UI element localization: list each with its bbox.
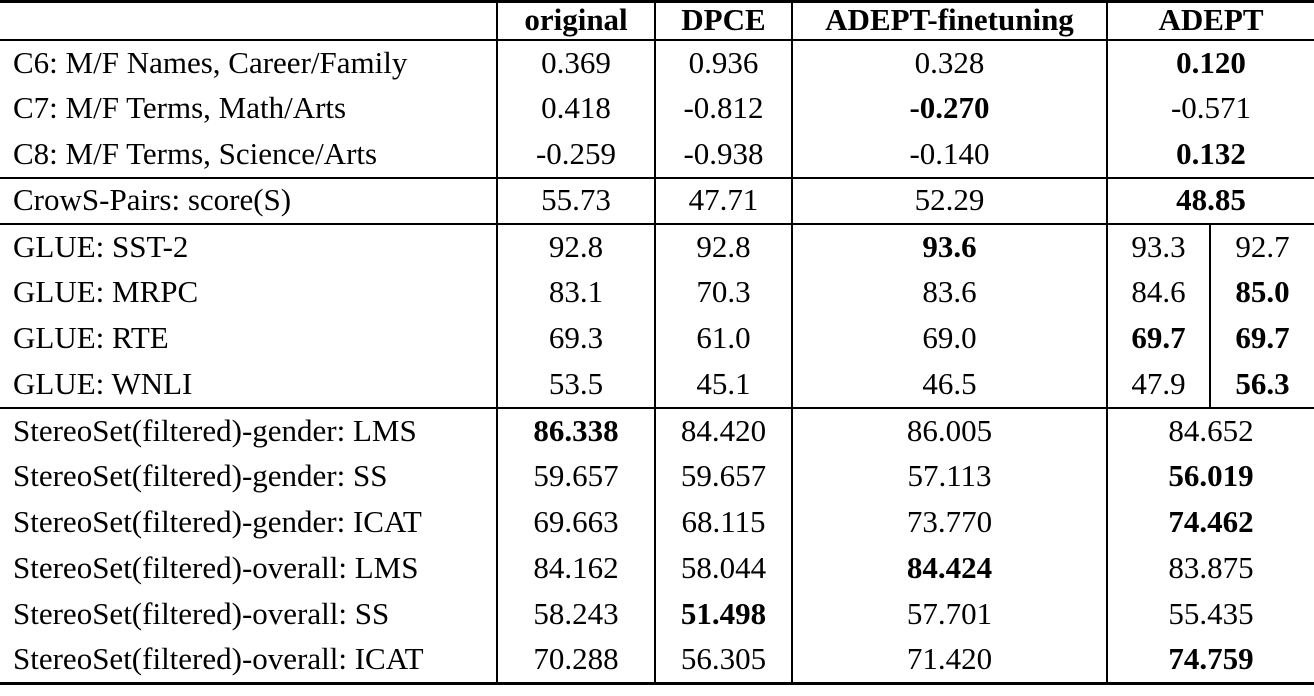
value-cell: 55.73 [497,177,656,225]
header-col-adept-finetuning: ADEPT-finetuning [792,1,1108,41]
value-cell: 93.6 [792,223,1108,270]
table-row: GLUE: MRPC 83.1 70.3 83.6 84.6 85.0 [0,269,1314,316]
row-label: StereoSet(filtered)-overall: SS [0,591,498,638]
value-cell: 70.3 [655,269,793,316]
table-row: C6: M/F Names, Career/Family 0.369 0.936 0.… [0,39,1314,86]
value-cell: 84.420 [655,407,793,454]
value-cell: 56.305 [655,637,793,684]
row-label: C7: M/F Terms, Math/Arts [0,85,498,132]
value-cell: 0.120 [1176,44,1246,80]
row-label: GLUE: SST-2 [0,223,498,270]
value-cell: 48.85 [1107,177,1314,225]
table-row: GLUE: WNLI 53.5 45.1 46.5 47.9 56.3 [0,361,1314,409]
value-cell: 59.657 [497,453,656,500]
table-row: CrowS-Pairs: score(S) 55.73 47.71 52.29 48.8… [0,177,1314,225]
value-cell: 0.369 [497,39,656,86]
value-cell: 92.7 [1235,228,1290,264]
value-cell: 59.657 [655,453,793,500]
value-cell: -0.140 [792,131,1108,179]
row-label: StereoSet(filtered)-overall: ICAT [0,637,498,684]
value-cell: -0.938 [655,131,793,179]
value-cell: 69.3 [497,315,656,362]
value-cell: 58.044 [655,545,793,592]
value-cell: 45.1 [655,361,793,409]
row-label: StereoSet(filtered)-gender: SS [0,453,498,500]
table-row: StereoSet(filtered)-overall: LMS 84.162 58… [0,545,1314,592]
header-col-dpce: DPCE [655,1,793,41]
value-cell: 47.71 [655,177,793,225]
row-label: GLUE: WNLI [0,361,498,409]
row-label: StereoSet(filtered)-gender: ICAT [0,499,498,546]
value-cell: 83.875 [1168,550,1254,586]
table-row: StereoSet(filtered)-gender: ICAT 69.663 68… [0,499,1314,546]
row-label: CrowS-Pairs: score(S) [0,177,498,225]
value-cell: 85.0 [1235,274,1290,310]
value-cell: 57.701 [792,591,1108,638]
value-cell: 69.663 [497,499,656,546]
value-cell: 56.3 [1210,361,1314,409]
table-row: C8: M/F Terms, Science/Arts -0.259 -0.938-… [0,131,1314,179]
value-cell: 53.5 [497,361,656,409]
row-label: C8: M/F Terms, Science/Arts [0,131,498,179]
value-cell: 84.162 [497,545,656,592]
row-label: StereoSet(filtered)-gender: LMS [0,407,498,454]
value-cell: 47.9 [1107,361,1211,409]
row-label: StereoSet(filtered)-overall: LMS [0,545,498,592]
value-cell: 69.0 [792,315,1108,362]
header-col-adept: ADEPT [1107,1,1314,41]
table-body: C6: M/F Names, Career/Family 0.369 0.936 0.… [0,39,1314,684]
value-cell: 70.288 [497,637,656,684]
value-cell: 84.6 [1107,269,1211,316]
value-cell: 0.936 [655,39,793,86]
value-cell: 93.3 [1107,223,1211,270]
value-cell: -0.812 [655,85,793,132]
value-cell: 68.115 [655,499,793,546]
header-row-label-spacer [0,1,498,41]
table-row: GLUE: RTE 69.3 61.0 69.0 69.7 69.7 [0,315,1314,362]
value-cell: 92.8 [497,223,656,270]
value-cell: 84.424 [792,545,1108,592]
value-cell: 0.132 [1107,131,1314,179]
table-row: StereoSet(filtered)-overall: ICAT 70.288 5… [0,637,1314,684]
value-cell: 92.8 [655,223,793,270]
value-cell: 46.5 [792,361,1108,409]
value-cell: 73.770 [792,499,1108,546]
value-cell: 0.418 [497,85,656,132]
value-cell: 69.7 [1235,320,1290,356]
value-cell: 86.338 [497,407,656,454]
value-cell: 84.652 [1168,412,1254,448]
table-row: C7: M/F Terms, Math/Arts 0.418 -0.812 -0.27… [0,85,1314,132]
value-cell: 58.243 [497,591,656,638]
value-cell: 52.29 [792,177,1108,225]
value-cell: 86.005 [792,407,1108,454]
value-cell: -0.270 [792,85,1108,132]
table-row: StereoSet(filtered)-gender: SS 59.657 59.6… [0,453,1314,500]
value-cell: 57.113 [792,453,1108,500]
value-cell: 74.462 [1168,504,1254,540]
value-cell: 61.0 [655,315,793,362]
header-row: original DPCE ADEPT-finetuning ADEPT [0,1,1314,41]
value-cell: 0.328 [792,39,1108,86]
header-col-original: original [497,1,656,41]
value-cell: 51.498 [655,591,793,638]
value-cell: 74.759 [1168,641,1254,677]
value-cell: 83.6 [792,269,1108,316]
table-row: StereoSet(filtered)-overall: SS 58.243 51.… [0,591,1314,638]
value-cell: -0.259 [497,131,656,179]
row-label: GLUE: MRPC [0,269,498,316]
row-label: GLUE: RTE [0,315,498,362]
value-cell: 55.435 [1168,596,1254,632]
value-cell: 83.1 [497,269,656,316]
value-cell: 69.7 [1107,315,1211,362]
value-cell: -0.571 [1170,90,1252,126]
value-cell: 71.420 [792,637,1108,684]
table-row: StereoSet(filtered)-gender: LMS 86.338 84.… [0,407,1314,454]
row-label: C6: M/F Names, Career/Family [0,39,498,86]
table-row: GLUE: SST-2 92.8 92.8 93.6 93.3 92.7 [0,223,1314,270]
value-cell: 56.019 [1168,458,1254,494]
